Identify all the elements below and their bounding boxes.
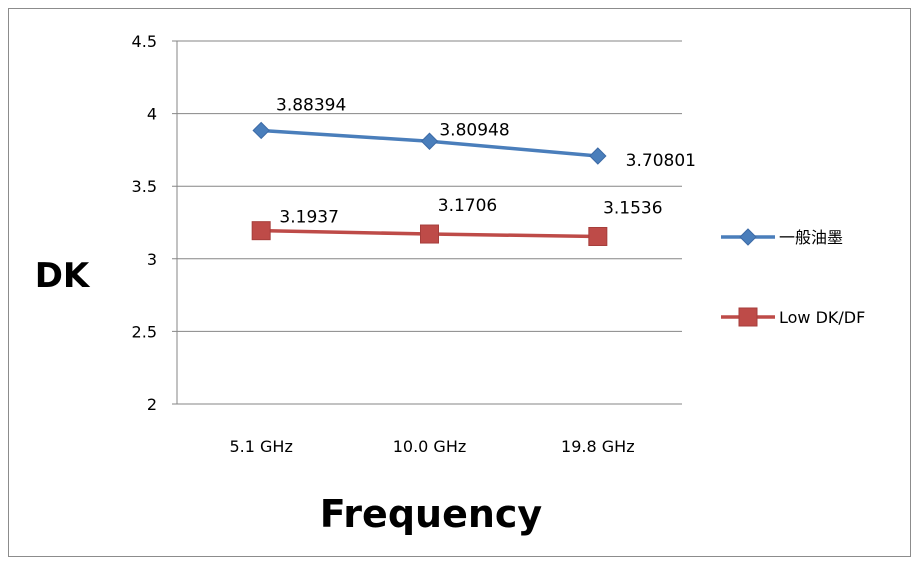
x-tick-labels: 5.1 GHz 10.0 GHz 19.8 GHz [229,437,634,456]
data-point-marker [420,224,439,244]
data-point-marker [420,132,439,150]
data-point-marker [588,226,608,246]
y-tick-label: 2.5 [132,322,157,341]
legend-label: 一般油墨 [779,228,843,247]
x-axis-title: Frequency [320,492,543,536]
x-tick-label: 10.0 GHz [393,437,467,456]
y-tick-label: 2 [147,395,157,414]
y-tick-labels: 2 2.5 3 3.5 4 4.5 [132,32,157,414]
data-labels: 3.88394 3.80948 3.70801 3.1937 3.1706 3.1536 [276,95,696,227]
y-axis-title: DK [35,256,91,296]
series-group [251,121,608,246]
data-label: 3.88394 [276,95,346,115]
y-tick-label: 4.5 [132,32,157,51]
data-label: 3.1937 [279,208,338,228]
data-point-marker [252,121,270,140]
legend-marker [738,307,758,327]
data-label: 3.1706 [438,196,497,216]
y-tick-label: 4 [147,105,157,124]
y-tick-label: 3 [147,250,157,269]
data-point-marker [589,147,607,165]
data-point-marker [251,221,271,241]
x-tick-label: 19.8 GHz [561,437,635,456]
y-tick-label: 3.5 [132,177,157,196]
legend: 一般油墨 Low DK/DF [721,228,865,327]
legend-label: Low DK/DF [779,308,865,327]
legend-marker [739,228,757,246]
data-label: 3.80948 [439,120,509,140]
chart-frame [8,8,911,557]
data-label: 3.1536 [603,198,662,218]
data-label: 3.70801 [626,151,696,171]
gridlines [172,40,682,405]
x-tick-label: 5.1 GHz [229,437,292,456]
